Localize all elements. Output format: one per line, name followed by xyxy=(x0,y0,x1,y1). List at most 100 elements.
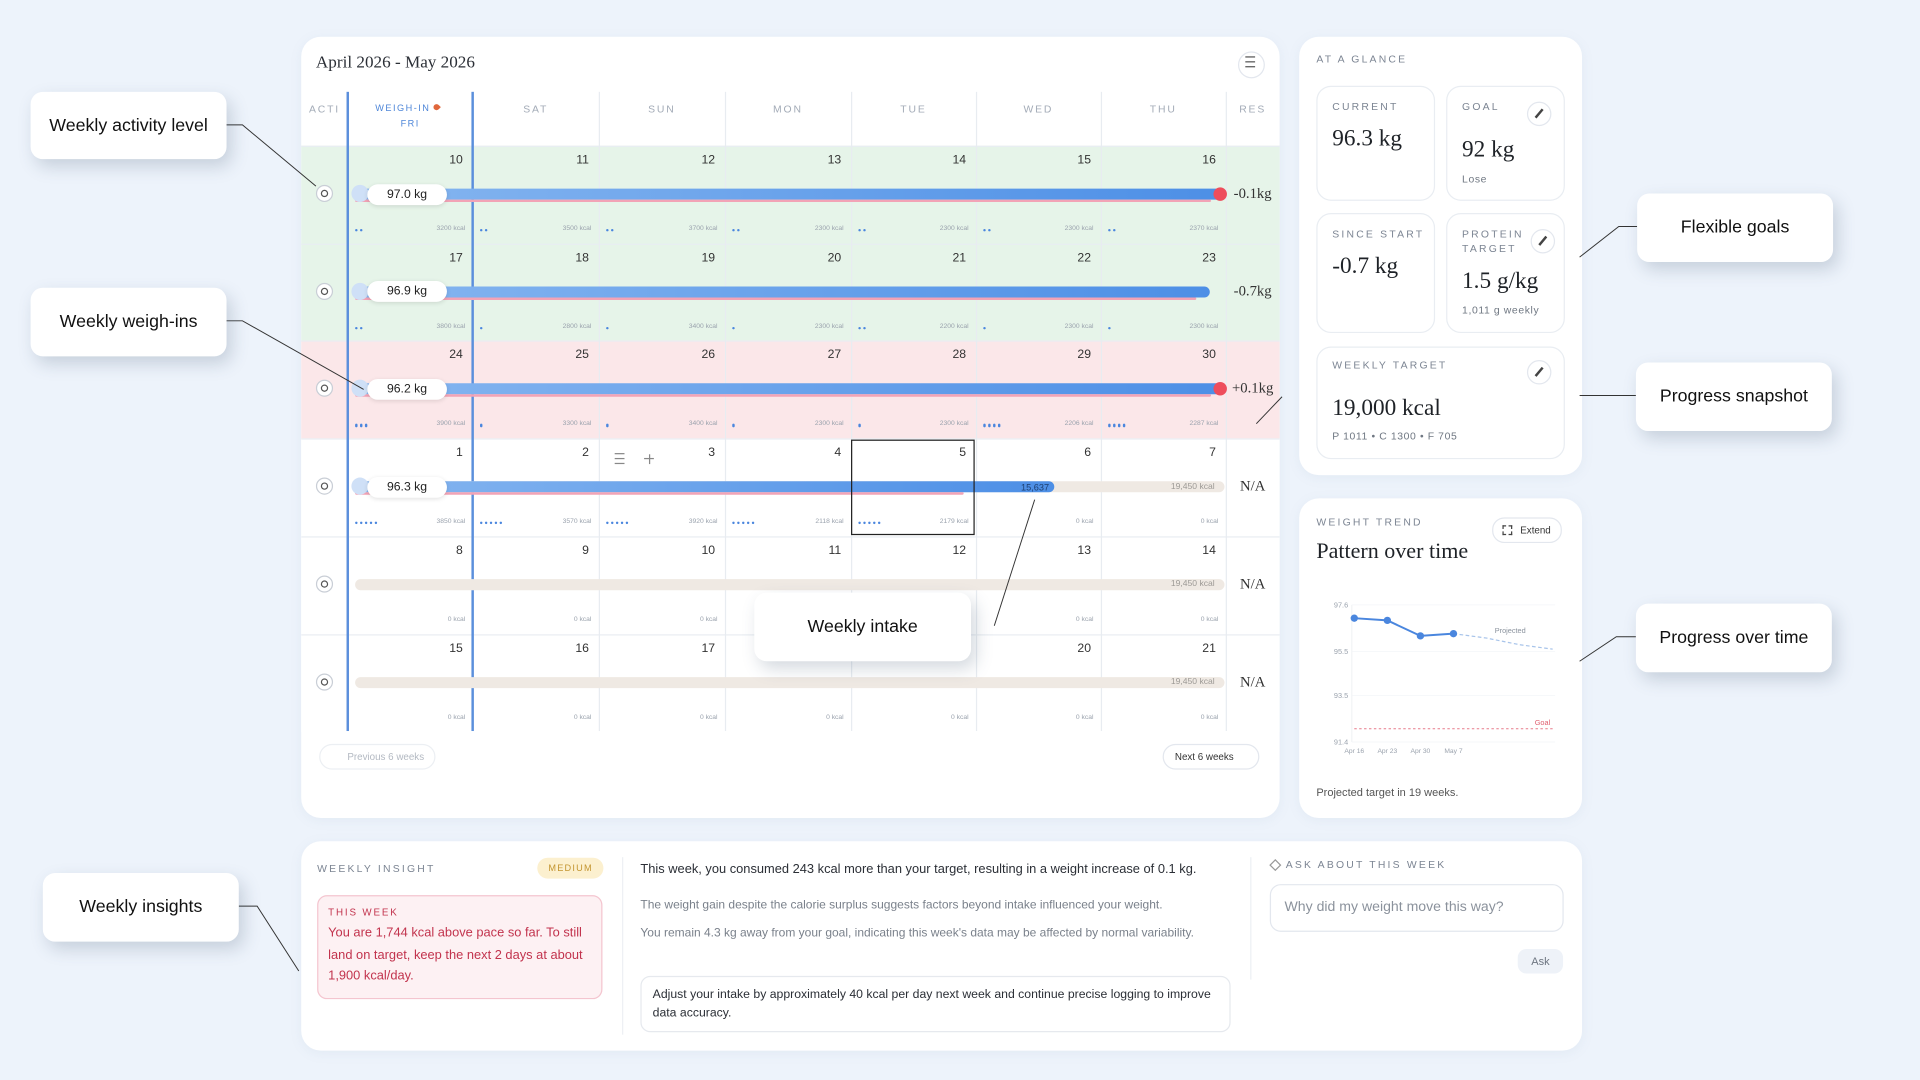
ask-placeholder: Why did my weight move this way? xyxy=(1284,900,1504,915)
projected-label: Projected xyxy=(1495,626,1526,635)
x-tick-label: May 7 xyxy=(1444,748,1463,755)
goal-label: Goal xyxy=(1535,718,1551,727)
meal-dot xyxy=(988,228,992,232)
target-label: 19,450 kcal xyxy=(1170,677,1215,687)
insight-summary: This week, you consumed 243 kcal more th… xyxy=(640,862,1197,877)
weigh-in-pill: 96.2 kg xyxy=(367,378,447,400)
day-number: 6 xyxy=(1084,446,1092,460)
column-divider xyxy=(472,91,474,732)
activity-icon[interactable] xyxy=(315,184,334,203)
list-icon-line xyxy=(614,462,625,465)
day-kcal: 2200 kcal xyxy=(939,322,969,331)
prev-button[interactable]: Previous 6 weeks xyxy=(319,743,436,770)
meal-dots xyxy=(1108,326,1145,332)
stat-note: Lose xyxy=(1462,172,1488,185)
week-result: -0.1kg xyxy=(1233,184,1272,202)
callout: Progress snapshot xyxy=(1635,362,1832,432)
day-kcal: 2300 kcal xyxy=(814,225,844,233)
meal-dot xyxy=(499,521,503,525)
meal-dot xyxy=(606,521,610,525)
day-number: 13 xyxy=(827,153,842,168)
callout: Weekly intake xyxy=(754,592,972,662)
target-track xyxy=(355,578,1225,590)
meal-dot xyxy=(988,424,992,428)
day-kcal: 0 kcal xyxy=(699,615,718,624)
activity-icon[interactable] xyxy=(315,575,334,593)
ask-button[interactable]: Ask xyxy=(1517,948,1564,974)
intake-bar xyxy=(355,188,1225,200)
meal-dot xyxy=(1122,424,1126,428)
meal-dot xyxy=(480,326,483,330)
meal-dot xyxy=(732,326,736,330)
menu-icon-line xyxy=(1245,61,1256,63)
day-number: 8 xyxy=(456,544,463,558)
edit-button[interactable] xyxy=(1530,228,1556,254)
callout: Weekly activity level xyxy=(30,91,227,160)
activity-icon[interactable] xyxy=(315,380,334,398)
day-kcal: 2300 kcal xyxy=(814,322,844,331)
day-kcal: 2206 kcal xyxy=(1064,420,1094,428)
meal-dot xyxy=(369,521,373,525)
edit-button[interactable] xyxy=(1526,360,1552,385)
this-week-text: You are 1,744 kcal above pace so far. To… xyxy=(328,925,583,984)
meal-dot xyxy=(606,326,610,330)
day-kcal: 3300 kcal xyxy=(562,420,592,428)
meal-dot xyxy=(868,521,872,525)
extend-button[interactable]: Extend xyxy=(1492,517,1562,544)
activity-icon[interactable] xyxy=(315,672,334,690)
day-number: 23 xyxy=(1202,251,1216,265)
recommendation-text: Adjust your intake by approximately 40 k… xyxy=(652,988,1211,1020)
meal-dot xyxy=(364,424,368,428)
day-kcal: 2118 kcal xyxy=(815,518,844,526)
week-result: -0.7kg xyxy=(1233,281,1272,300)
meal-dot xyxy=(742,521,745,525)
calendar-title: April 2026 - May 2026 xyxy=(315,53,475,73)
menu-icon-line xyxy=(1245,56,1256,58)
meal-dots xyxy=(983,326,1020,332)
activity-icon[interactable] xyxy=(315,477,334,495)
intake-underline xyxy=(355,492,964,495)
activity-icon[interactable] xyxy=(315,282,334,300)
meal-dots xyxy=(983,424,1020,429)
day-kcal: 3400 kcal xyxy=(688,322,718,331)
menu-button[interactable] xyxy=(1237,51,1265,79)
current-card xyxy=(1316,85,1436,201)
stat-note: P 1011 • C 1300 • F 705 xyxy=(1332,429,1458,443)
activity-icon-ring xyxy=(320,580,329,588)
day-number: 17 xyxy=(701,641,716,656)
weigh-in-divider xyxy=(346,91,349,732)
x-tick-label: Apr 16 xyxy=(1344,748,1364,755)
day-kcal: 3400 kcal xyxy=(688,420,718,428)
weigh-in-pill: 96.3 kg xyxy=(367,476,447,498)
intake-label: 15,637 xyxy=(1021,481,1050,493)
day-kcal: 3700 kcal xyxy=(688,225,718,233)
weight-point xyxy=(1449,629,1458,638)
y-tick-label: 91.4 xyxy=(1334,737,1348,746)
intake-underline xyxy=(355,297,1197,300)
weigh-in-pill: 96.9 kg xyxy=(367,281,447,303)
day-kcal: 0 kcal xyxy=(826,713,844,721)
day-number: 10 xyxy=(701,544,716,558)
meal-dots xyxy=(606,521,643,527)
meal-dot xyxy=(620,521,624,525)
callout: Weekly insights xyxy=(42,873,239,942)
day-kcal: 0 kcal xyxy=(699,713,718,721)
column-divider xyxy=(598,91,600,732)
day-number: 19 xyxy=(701,251,716,265)
activity-icon-ring xyxy=(320,482,329,490)
meal-dots xyxy=(480,424,517,429)
weekly-target-card xyxy=(1316,346,1565,460)
column-header: WED xyxy=(1023,102,1054,116)
meal-dot xyxy=(484,521,488,525)
next-button[interactable]: Next 6 weeks xyxy=(1162,743,1260,770)
intake-underline xyxy=(355,394,1212,398)
connector-line xyxy=(1579,226,1638,258)
callout: Progress over time xyxy=(1635,603,1832,673)
day-kcal: 2179 kcal xyxy=(939,518,969,526)
target-label: 19,450 kcal xyxy=(1170,482,1215,492)
edit-button[interactable] xyxy=(1526,101,1552,127)
ask-input[interactable] xyxy=(1269,884,1564,932)
day-kcal: 2300 kcal xyxy=(1189,322,1219,331)
day-number: 20 xyxy=(1077,641,1092,656)
selected-day xyxy=(851,439,975,536)
